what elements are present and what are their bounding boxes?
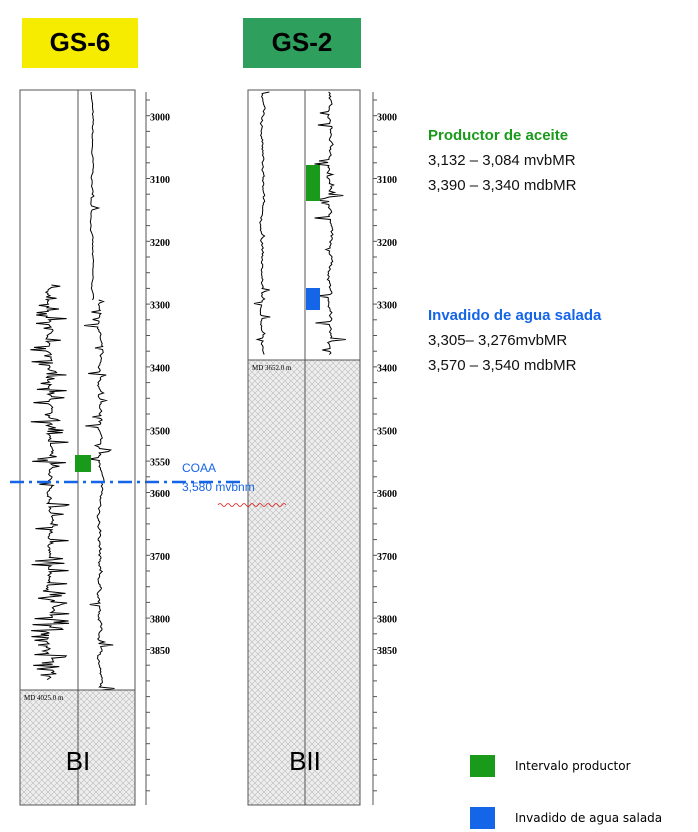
md-label: MD 4025.0 m <box>24 694 64 702</box>
depth-label: 3550 <box>150 458 170 469</box>
depth-label: 3200 <box>377 238 397 249</box>
well-name: GS-2 <box>272 27 333 57</box>
legend-swatch <box>470 807 495 829</box>
below-td-area <box>248 360 360 805</box>
depth-label: 3800 <box>377 615 397 626</box>
depth-label: 3300 <box>150 301 170 312</box>
legend-swatch <box>470 755 495 777</box>
contact-label: COAA <box>182 461 216 475</box>
depth-label: 3400 <box>377 363 397 374</box>
well-header-box <box>243 18 361 68</box>
depth-label: 3700 <box>377 552 397 563</box>
block-label: BI <box>66 746 91 776</box>
md-label: MD 3652.0 m <box>252 364 292 372</box>
depth-label: 3100 <box>150 175 170 186</box>
legend-label: Intervalo productor <box>515 759 631 773</box>
contact-depth: 3,580 mvbnm <box>182 480 255 494</box>
interval-line: 3,305– 3,276mvbMR <box>428 332 567 349</box>
depth-label: 3400 <box>150 363 170 374</box>
depth-label: 3800 <box>150 615 170 626</box>
depth-label: 3600 <box>150 489 170 500</box>
log-curve <box>253 91 271 355</box>
interval-title: Productor de aceite <box>428 127 568 144</box>
depth-label: 3000 <box>377 112 397 123</box>
interval-line: 3,132 – 3,084 mvbMR <box>428 152 576 169</box>
depth-label: 3200 <box>150 238 170 249</box>
saltwater-interval <box>306 288 320 310</box>
legend-label: Invadido de agua salada <box>515 811 662 825</box>
productive-interval <box>306 165 320 201</box>
depth-label: 3000 <box>150 112 170 123</box>
well-header-box <box>22 18 138 68</box>
depth-label: 3850 <box>150 646 170 657</box>
depth-label: 3600 <box>377 489 397 500</box>
depth-label: 3500 <box>377 426 397 437</box>
log-track <box>247 89 361 806</box>
depth-label: 3300 <box>377 301 397 312</box>
log-curves <box>30 91 346 691</box>
productive-interval <box>75 455 91 472</box>
depth-label: 3100 <box>377 175 397 186</box>
log-curve <box>89 91 101 301</box>
depth-label: 3700 <box>150 552 170 563</box>
depth-label: 3500 <box>150 426 170 437</box>
spell-underline <box>217 503 287 507</box>
block-label: BII <box>289 746 321 776</box>
log-curve <box>84 299 115 691</box>
well-name: GS-6 <box>50 27 111 57</box>
interval-title: Invadido de agua salada <box>428 307 602 324</box>
interval-line: 3,390 – 3,340 mdbMR <box>428 177 577 194</box>
depth-label: 3850 <box>377 646 397 657</box>
interval-line: 3,570 – 3,540 mdbMR <box>428 357 577 374</box>
log-curve <box>314 91 346 355</box>
